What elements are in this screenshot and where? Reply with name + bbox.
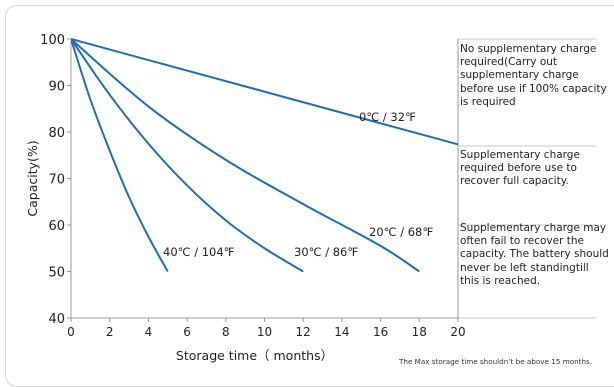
series-line-2 [71, 38, 304, 273]
series-line-0 [71, 38, 458, 146]
x-tick-label-18: 18 [412, 325, 427, 339]
x-tick-label-4: 4 [145, 325, 153, 339]
zone-note-may-fail: Supplementary charge may often fail to r… [460, 222, 609, 287]
capacity-chart: 40 50 60 70 80 90 100 0 2 4 6 8 10 12 14 16 18 20 Storage … [25, 33, 596, 363]
y-tick-label-90: 90 [48, 80, 65, 95]
x-tick-label-2: 2 [106, 325, 114, 339]
x-axis-title: Storage time（ months） [176, 348, 333, 363]
x-tick-label-10: 10 [257, 325, 272, 339]
zone-note-no-charge: No supplementary charge required(Carry o… [460, 43, 607, 108]
series-line-3 [71, 38, 169, 272]
zone-note-supplementary-required: Supplementary charge required before use… [460, 149, 580, 188]
y-tick-label-100: 100 [40, 33, 65, 48]
x-tick-label-6: 6 [183, 325, 191, 339]
y-tick-label-50: 50 [48, 266, 65, 281]
x-tick-label-0: 0 [67, 325, 75, 339]
y-axis-title: Capacity(%) [25, 140, 40, 216]
series-label-1: 20℃ / 68℉ [369, 225, 433, 239]
y-tick-label-80: 80 [48, 126, 65, 141]
series-label-3: 40℃ / 104℉ [163, 245, 235, 259]
storage-footnote: The Max storage time shouldn’t be above … [399, 357, 593, 366]
series-label-0: 0℃ / 32℉ [359, 110, 416, 124]
x-tick-label-8: 8 [222, 325, 230, 339]
x-tick-label-12: 12 [296, 325, 311, 339]
x-tick-label-20: 20 [450, 325, 465, 339]
chart-card [5, 5, 614, 387]
y-tick-label-40: 40 [48, 312, 65, 327]
series-label-2: 30℃ / 86℉ [294, 245, 358, 259]
y-tick-label-60: 60 [48, 219, 65, 234]
series-line-1 [71, 38, 420, 273]
x-tick-label-16: 16 [373, 325, 388, 339]
y-tick-label-70: 70 [48, 173, 65, 188]
x-tick-label-14: 14 [334, 325, 349, 339]
